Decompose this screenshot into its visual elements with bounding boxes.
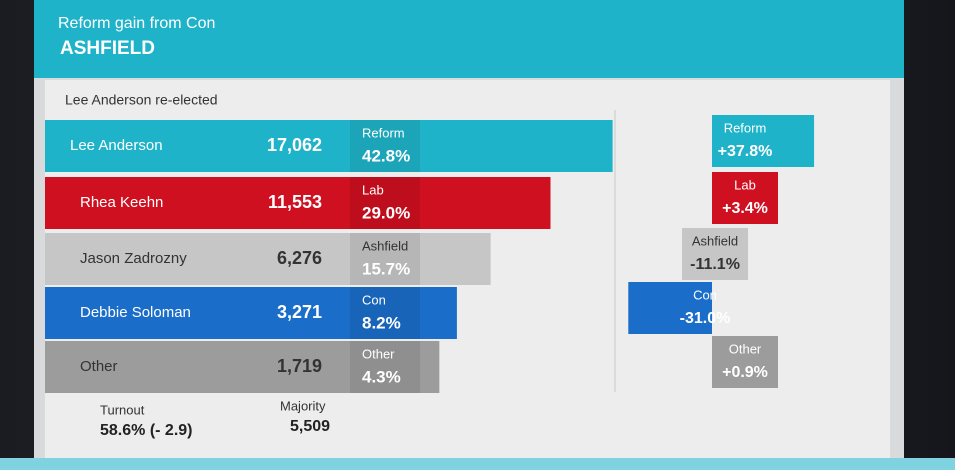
- change-bar: [682, 228, 749, 280]
- change-label: +3.4%: [722, 200, 768, 217]
- candidate-name: Jason Zadrozny: [80, 250, 187, 267]
- share-label: 29.0%: [362, 203, 410, 222]
- share-label: 8.2%: [362, 313, 401, 332]
- change-label: -31.0%: [680, 310, 731, 327]
- change-bar: [628, 282, 712, 334]
- change-party: Reform: [724, 120, 767, 135]
- share-box: [350, 287, 420, 339]
- votes: 17,062: [267, 135, 322, 155]
- votes: 11,553: [268, 192, 322, 212]
- share-label: 15.7%: [362, 259, 410, 278]
- title: Reform gain from Con: [58, 15, 215, 32]
- footer-strip: [0, 458, 955, 470]
- share-bar: [45, 287, 457, 339]
- votes: 6,276: [277, 248, 322, 268]
- candidate-name: Other: [80, 358, 118, 375]
- header-bar: [34, 0, 904, 78]
- party: Lab: [362, 182, 384, 197]
- share-label: 4.3%: [362, 367, 401, 386]
- party: Con: [362, 292, 386, 307]
- change-party: Ashfield: [692, 233, 738, 248]
- change-label: -11.1%: [690, 256, 740, 273]
- change-bar: [712, 115, 815, 167]
- share-bar: [45, 341, 440, 393]
- share-bar: [45, 177, 551, 229]
- change-bar: [712, 172, 778, 224]
- change-label: +37.8%: [718, 143, 773, 160]
- majority: 5,509: [290, 418, 330, 435]
- party: Ashfield: [362, 238, 408, 253]
- share-label: 42.8%: [362, 146, 410, 165]
- votes: 1,719: [277, 356, 322, 376]
- party: Reform: [362, 125, 405, 140]
- share-box: [350, 233, 420, 285]
- annotation: Lee Anderson re-elected: [65, 92, 218, 108]
- share-box: [350, 341, 420, 393]
- turnout: 58.6% (- 2.9): [100, 422, 192, 439]
- share-bar: [45, 233, 491, 285]
- change-party: Con: [693, 287, 717, 302]
- change-label: +0.9%: [722, 364, 768, 381]
- candidate-name: Debbie Soloman: [80, 304, 191, 321]
- turnout-label: Turnout: [100, 402, 145, 417]
- constituency: ASHFIELD: [60, 38, 155, 59]
- majority-label: Majority: [280, 398, 326, 413]
- candidate-name: Lee Anderson: [70, 137, 163, 154]
- change-party: Other: [729, 341, 762, 356]
- share-box: [350, 120, 420, 172]
- candidate-name: Rhea Keehn: [80, 194, 163, 211]
- change-bar: [712, 336, 778, 388]
- share-box: [350, 177, 420, 229]
- party: Other: [362, 346, 395, 361]
- votes: 3,271: [277, 302, 322, 322]
- change-party: Lab: [734, 177, 756, 192]
- share-bar: [45, 120, 613, 172]
